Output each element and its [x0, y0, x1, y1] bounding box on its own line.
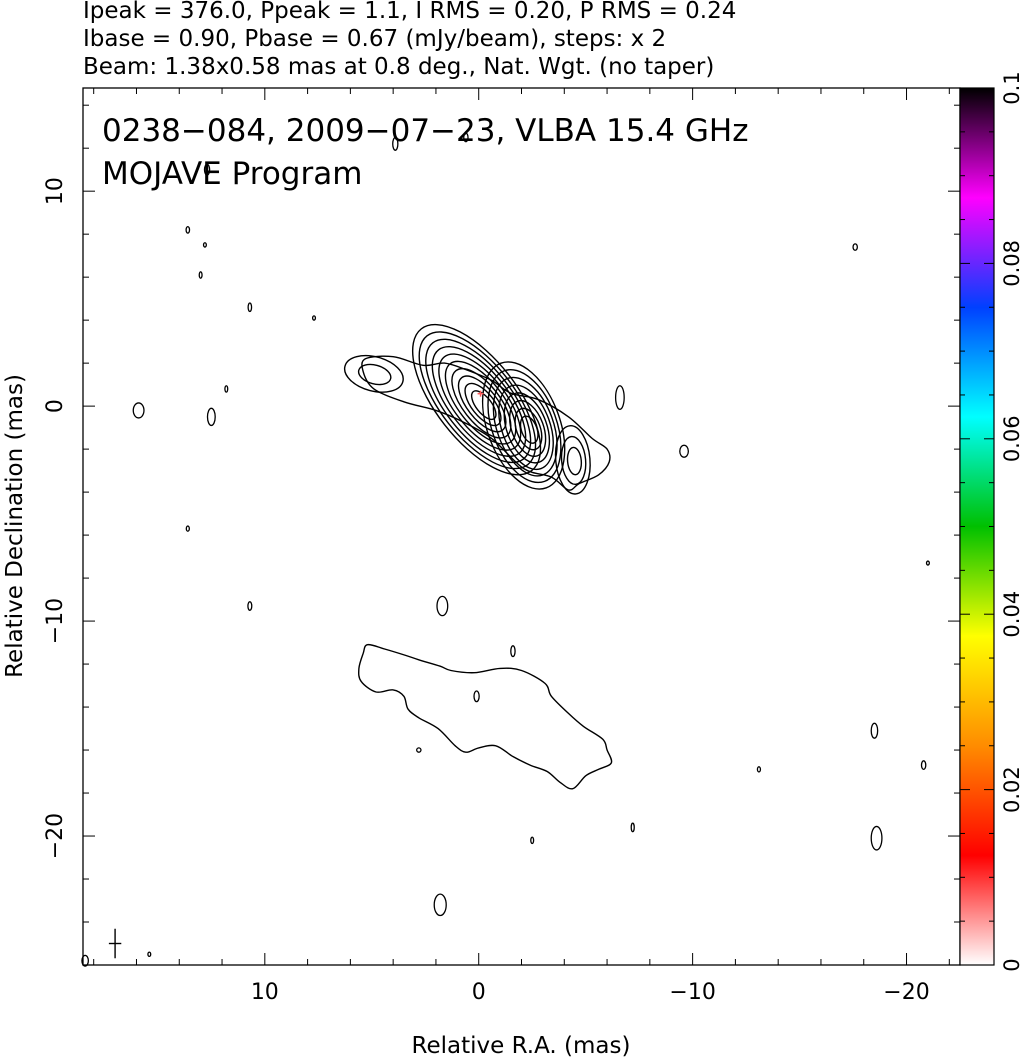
southern-feature-contour — [357, 643, 613, 790]
knot-west-contour — [487, 368, 562, 484]
noise-contour — [202, 242, 207, 248]
noise-contour — [510, 645, 516, 658]
noise-contour — [81, 954, 89, 967]
plot-area: 0238−084, 2009−07−23, VLBA 15.4 GHz MOJA… — [81, 87, 961, 967]
noise-contour — [185, 226, 191, 234]
noise-contour — [147, 951, 152, 958]
knot-west-contour — [519, 415, 539, 444]
core-contour — [457, 375, 507, 433]
colorbar-tick-label: 0 — [1000, 958, 1021, 971]
noise-contour — [247, 601, 253, 611]
colorbar: 0 0.02 0.04 0.06 0.08 0.1 — [959, 71, 1021, 972]
noise-contour — [198, 271, 203, 279]
plot-subtitle: MOJAVE Program — [102, 156, 362, 192]
x-tick-labels: 10 0 −10 −20 — [251, 980, 930, 1005]
knot-east-contour — [357, 363, 392, 386]
noise-contour — [224, 385, 229, 393]
knot-west-contour — [514, 407, 543, 451]
knot-west-contour — [508, 399, 547, 457]
y-axis-label: Relative Declination (mas) — [2, 374, 28, 678]
noise-contour — [679, 444, 689, 458]
noise-contour — [473, 690, 480, 703]
header-block: Ipeak = 376.0, Ppeak = 1.1, I RMS = 0.20… — [83, 0, 736, 80]
noise-contour — [436, 595, 449, 617]
x-tick-label: 10 — [251, 980, 279, 1005]
y-tick-label: −20 — [43, 813, 68, 859]
plot-frame — [82, 87, 961, 966]
axis-ticks — [83, 88, 960, 966]
knot-west-contour — [492, 376, 558, 477]
y-tick-label: 10 — [43, 177, 68, 205]
colorbar-ticks: 0 0.02 0.04 0.06 0.08 0.1 — [960, 71, 1021, 972]
noise-contour — [530, 836, 535, 845]
noise-contour — [132, 402, 145, 419]
noise-contour — [852, 243, 858, 251]
y-tick-label: 0 — [43, 399, 68, 413]
noise-contour — [756, 766, 762, 773]
x-tick-label: −10 — [669, 980, 715, 1005]
beam-marker — [108, 928, 122, 959]
noise-contour — [463, 132, 469, 143]
header-line-beam: Beam: 1.38x0.58 mas at 0.8 deg., Nat. Wg… — [83, 54, 714, 80]
colorbar-tick-label: 0.02 — [1000, 766, 1021, 813]
core-contour — [411, 323, 542, 476]
knot-west-contour — [498, 384, 554, 471]
colorbar-scale — [959, 87, 995, 966]
knot-east-contour — [343, 354, 404, 393]
noise-contour — [925, 560, 930, 566]
noise-contour — [630, 822, 635, 833]
x-tick-label: −20 — [883, 980, 929, 1005]
knot-outer-contour — [566, 446, 583, 476]
colorbar-tick-label: 0.06 — [1000, 415, 1021, 462]
noise-contour — [206, 407, 216, 427]
knot-west-contour — [481, 361, 566, 490]
core-contour — [438, 353, 522, 451]
y-tick-label: −10 — [43, 598, 68, 644]
noise-contour — [870, 825, 883, 851]
noise-contour — [185, 525, 190, 532]
core-contour — [418, 331, 537, 470]
noise-contour — [433, 893, 447, 917]
colorbar-tick-label: 0.04 — [1000, 591, 1021, 638]
knot-west-contour — [503, 392, 551, 464]
noise-contour — [870, 722, 879, 739]
knot-outer-contour — [560, 435, 587, 486]
header-line-peak: Ipeak = 376.0, Ppeak = 1.1, I RMS = 0.20… — [83, 0, 736, 24]
noise-contour — [203, 163, 211, 176]
plot-title: 0238−084, 2009−07−23, VLBA 15.4 GHz — [102, 113, 748, 149]
noise-contour — [311, 315, 317, 321]
contour-lines — [81, 132, 930, 967]
noise-contour — [920, 760, 927, 771]
colorbar-tick-label: 0.1 — [1000, 71, 1021, 104]
x-axis-label: Relative R.A. (mas) — [412, 1033, 631, 1059]
y-tick-labels: 10 0 −10 −20 — [43, 177, 68, 859]
noise-contour — [392, 136, 399, 151]
x-tick-label: 0 — [472, 980, 486, 1005]
header-line-base: Ibase = 0.90, Pbase = 0.67 (mJy/beam), s… — [83, 26, 666, 52]
noise-contour — [247, 302, 253, 313]
noise-contour — [416, 747, 422, 753]
core-contour — [464, 382, 502, 427]
colorbar-tick-label: 0.08 — [1000, 240, 1021, 287]
noise-contour — [614, 385, 625, 410]
knot-outer-contour — [554, 425, 591, 495]
